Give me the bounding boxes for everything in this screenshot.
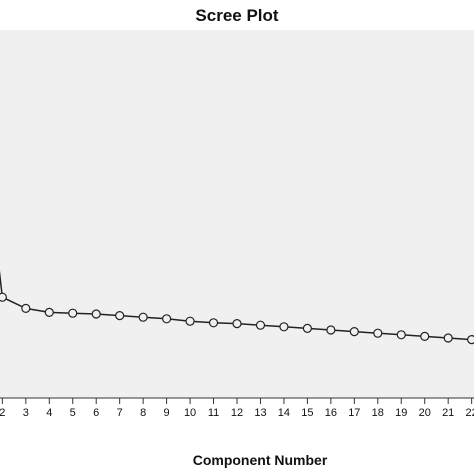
x-tick-label: 13 xyxy=(254,407,266,419)
plot-area xyxy=(0,30,474,398)
x-tick-label: 20 xyxy=(419,407,431,419)
x-tick-label: 5 xyxy=(70,407,76,419)
data-point-marker xyxy=(138,312,148,322)
data-point-marker xyxy=(232,319,242,329)
x-tick-label: 2 xyxy=(0,407,5,419)
x-axis-title: Component Number xyxy=(193,452,328,468)
data-point-marker xyxy=(162,314,172,324)
data-point-marker xyxy=(302,323,312,333)
data-point-marker xyxy=(44,307,54,317)
x-tick-label: 16 xyxy=(325,407,337,419)
data-point-marker xyxy=(115,311,125,321)
data-point-marker xyxy=(21,303,31,313)
data-point-marker xyxy=(185,316,195,326)
x-tick-label: 15 xyxy=(301,407,313,419)
x-axis: 2 3 4 5 6 7 8 9 10 11 12 13 14 15 16 17 18 19 20 21 22 xyxy=(0,397,474,419)
data-point-marker xyxy=(91,309,101,319)
data-point-marker xyxy=(255,320,266,330)
series-line xyxy=(0,270,472,341)
chart-title: Scree Plot xyxy=(195,6,278,25)
x-tick-label: 22 xyxy=(466,407,474,419)
x-tick-label: 11 xyxy=(208,407,219,419)
x-tick-label: 3 xyxy=(23,407,29,419)
data-point-marker xyxy=(279,322,289,332)
x-tick-label: 4 xyxy=(46,407,52,419)
x-tick-label: 18 xyxy=(372,407,384,419)
data-point-marker xyxy=(396,330,406,340)
series-group xyxy=(0,270,474,345)
data-point-marker xyxy=(208,318,219,328)
data-point-marker xyxy=(420,331,430,341)
x-tick-label: 21 xyxy=(442,407,454,419)
data-point-marker xyxy=(349,327,359,337)
x-tick-label: 10 xyxy=(184,407,196,419)
x-tick-label: 17 xyxy=(348,407,360,419)
data-point-marker xyxy=(68,308,78,318)
data-point-marker xyxy=(373,328,383,338)
x-tick-label: 8 xyxy=(140,407,146,419)
x-tick-label: 6 xyxy=(93,407,99,419)
x-tick-label: 12 xyxy=(231,407,243,419)
x-tick-label: 19 xyxy=(395,407,407,419)
data-point-marker xyxy=(0,292,7,302)
data-point-marker xyxy=(326,325,336,335)
x-tick-label: 7 xyxy=(117,407,123,419)
data-point-marker xyxy=(443,333,453,343)
x-tick-label: 9 xyxy=(164,407,170,419)
x-tick-label: 14 xyxy=(278,407,290,419)
data-point-marker xyxy=(467,335,474,345)
